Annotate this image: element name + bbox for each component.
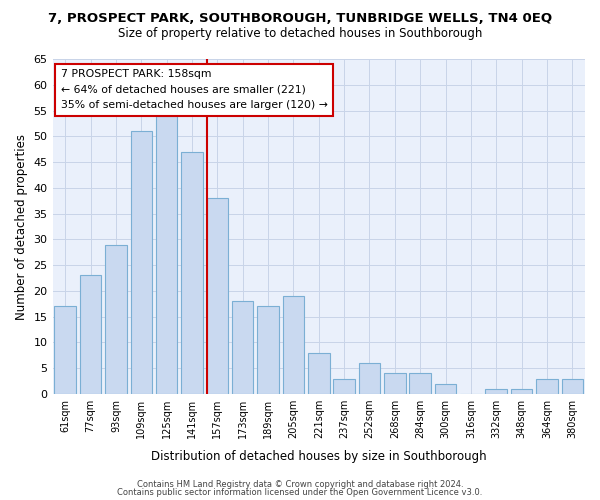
Bar	[359, 363, 380, 394]
Text: Contains HM Land Registry data © Crown copyright and database right 2024.: Contains HM Land Registry data © Crown c…	[137, 480, 463, 489]
Bar	[131, 131, 152, 394]
Bar	[105, 244, 127, 394]
Bar	[308, 353, 329, 394]
Bar	[435, 384, 457, 394]
Text: Size of property relative to detached houses in Southborough: Size of property relative to detached ho…	[118, 28, 482, 40]
Bar	[206, 198, 228, 394]
Text: 7 PROSPECT PARK: 158sqm
← 64% of detached houses are smaller (221)
35% of semi-d: 7 PROSPECT PARK: 158sqm ← 64% of detache…	[61, 69, 328, 110]
Bar	[334, 378, 355, 394]
X-axis label: Distribution of detached houses by size in Southborough: Distribution of detached houses by size …	[151, 450, 487, 462]
Bar	[562, 378, 583, 394]
Bar	[485, 389, 507, 394]
Bar	[55, 306, 76, 394]
Text: 7, PROSPECT PARK, SOUTHBOROUGH, TUNBRIDGE WELLS, TN4 0EQ: 7, PROSPECT PARK, SOUTHBOROUGH, TUNBRIDG…	[48, 12, 552, 26]
Bar	[80, 276, 101, 394]
Bar	[257, 306, 279, 394]
Bar	[283, 296, 304, 394]
Bar	[511, 389, 532, 394]
Bar	[409, 374, 431, 394]
Bar	[232, 302, 253, 394]
Bar	[384, 374, 406, 394]
Y-axis label: Number of detached properties: Number of detached properties	[15, 134, 28, 320]
Text: Contains public sector information licensed under the Open Government Licence v3: Contains public sector information licen…	[118, 488, 482, 497]
Bar	[181, 152, 203, 394]
Bar	[156, 116, 178, 394]
Bar	[536, 378, 558, 394]
